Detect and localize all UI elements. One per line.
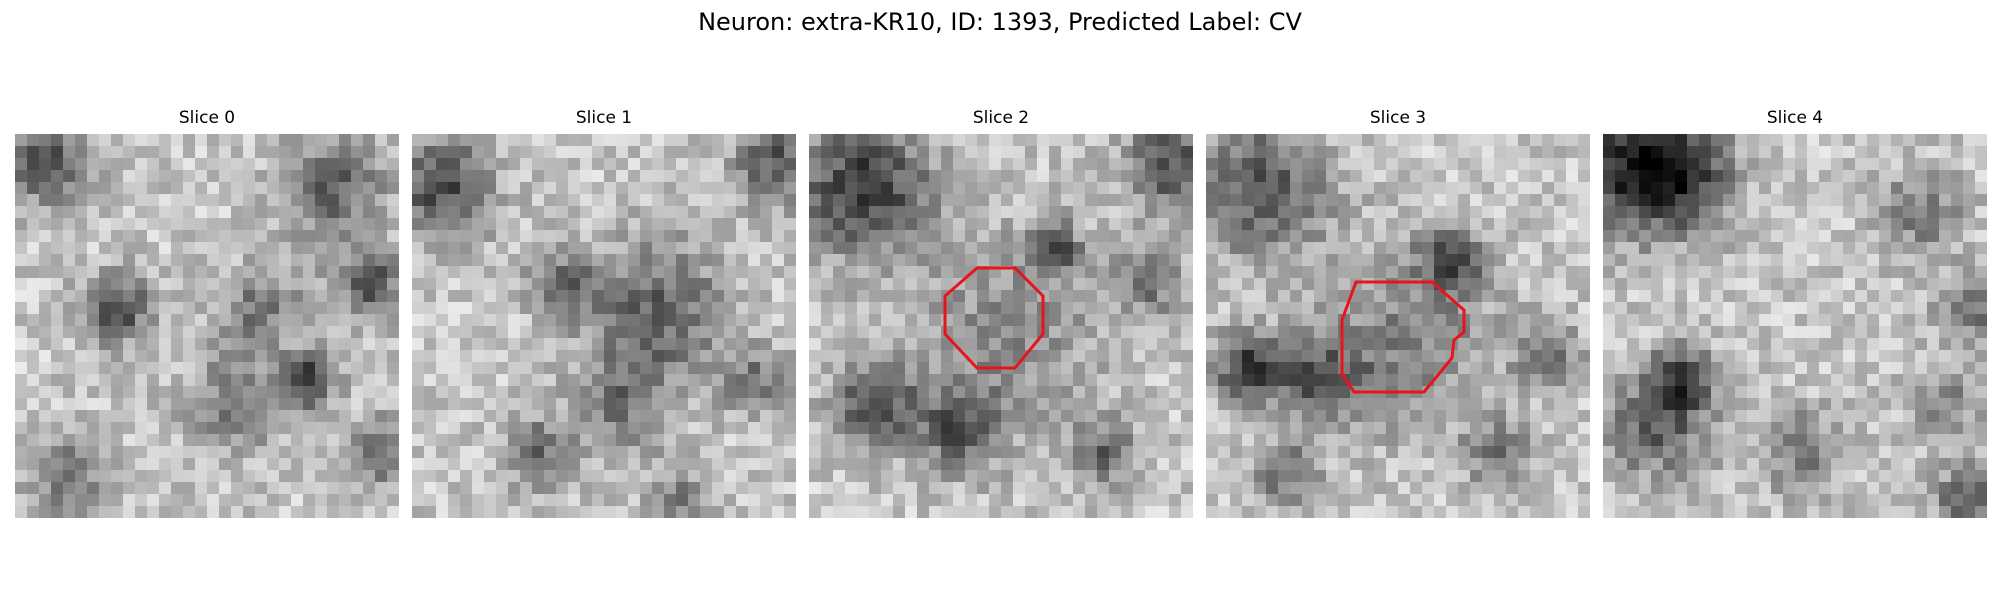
slice-title-3: Slice 3	[1369, 108, 1427, 128]
slice-image-0	[15, 134, 399, 518]
roi-outline	[943, 266, 1045, 370]
slice-panel-2: Slice 2	[809, 108, 1193, 518]
slice-image-1	[412, 134, 796, 518]
slice-image-4	[1603, 134, 1987, 518]
slice-panel-3: Slice 3	[1206, 108, 1590, 518]
slice-title-0: Slice 0	[178, 108, 236, 128]
slice-panel-0: Slice 0	[15, 108, 399, 518]
slice-title-1: Slice 1	[575, 108, 633, 128]
slice-panel-1: Slice 1	[412, 108, 796, 518]
slice-image-3	[1206, 134, 1590, 518]
slice-panel-4: Slice 4	[1603, 108, 1987, 518]
slice-image-2	[809, 134, 1193, 518]
slice-title-2: Slice 2	[972, 108, 1030, 128]
roi-outline	[1340, 280, 1466, 394]
slice-title-4: Slice 4	[1766, 108, 1824, 128]
figure-title: Neuron: extra-KR10, ID: 1393, Predicted …	[698, 8, 1302, 36]
